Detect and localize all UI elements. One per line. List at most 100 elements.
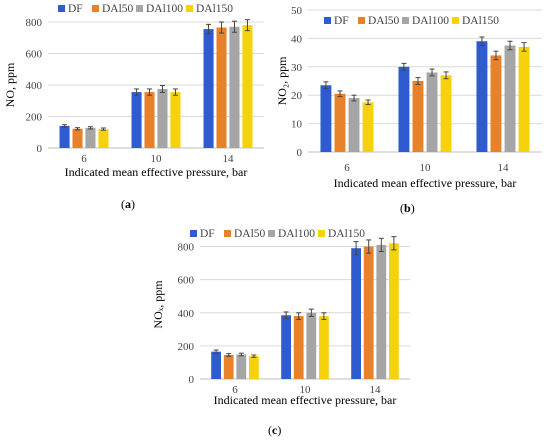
y-tick-label: 30 (291, 62, 303, 74)
y-tick-label: 600 (178, 275, 195, 287)
x-axis-label: Indicated mean effective pressure, bar (214, 393, 397, 407)
panel-label-c: (c) (268, 423, 282, 437)
bar-dal100 (376, 244, 387, 379)
bar-dal100 (236, 354, 247, 379)
legend-swatch-dal100 (268, 230, 275, 237)
bar-dal50 (223, 354, 234, 379)
bar-dal50 (334, 93, 346, 152)
bar-dal150 (389, 243, 399, 379)
legend-label: DAl150 (328, 228, 365, 240)
bar-dal150 (170, 92, 181, 148)
x-tick-label: 6 (81, 153, 87, 165)
legend-swatch-dal100 (402, 17, 409, 24)
panel-b: 0 10 20 30 40 50 6 10 14 DF DAl50 DAl100 DAl150 Indic… (278, 0, 550, 216)
x-tick-label: 6 (232, 384, 238, 396)
x-tick-label: 14 (498, 162, 510, 174)
bar-dal50 (363, 246, 374, 379)
bar-dal150 (319, 316, 329, 379)
bar-dal150 (249, 356, 259, 379)
bar-df (203, 29, 214, 148)
legend-swatch-dal150 (452, 17, 459, 24)
x-tick-label: 6 (344, 162, 350, 174)
bar-df (398, 66, 410, 152)
x-tick-label: 10 (151, 153, 163, 165)
bar-dal150 (518, 46, 530, 152)
y-tick-label: 800 (26, 17, 43, 29)
bar-dal50 (490, 55, 502, 152)
bar-dal50 (144, 92, 155, 148)
bar-dal100 (306, 312, 317, 379)
panel-label-b: (b) (400, 201, 415, 215)
y-tick-label: 400 (26, 80, 43, 92)
legend-swatch-df (190, 230, 197, 237)
bar-dal100 (157, 88, 168, 148)
x-axis-label: Indicated mean effective pressure, bar (65, 165, 248, 179)
bar-dal100 (504, 45, 516, 152)
x-tick-label: 14 (223, 153, 235, 165)
y-axis-label: NO₂, ppm (278, 56, 289, 106)
bar-dal150 (98, 129, 109, 148)
legend-label: DAl150 (196, 3, 233, 15)
y-tick-label: 40 (291, 33, 303, 45)
legend-swatch-dal150 (186, 5, 193, 12)
bar-df (59, 125, 70, 148)
legend-label: DAl150 (462, 15, 499, 27)
panel-label-a: (a) (121, 197, 135, 211)
y-tick-label: 600 (26, 49, 43, 61)
y-tick-label: 20 (291, 90, 303, 102)
legend-label: DAl100 (412, 15, 449, 27)
bar-dal100 (229, 26, 240, 149)
legend-label: DF (200, 228, 215, 240)
legend-swatch-dal50 (92, 5, 99, 12)
legend-swatch-dal150 (318, 230, 325, 237)
bar-dal150 (242, 25, 253, 148)
y-tick-label: 200 (178, 341, 195, 353)
legend-label: DAl50 (234, 228, 266, 240)
legend-label: DAl100 (278, 228, 315, 240)
x-tick-label: 10 (300, 384, 312, 396)
legend-swatch-dal50 (358, 17, 365, 24)
y-tick-label: 400 (178, 308, 195, 320)
x-tick-label: 14 (370, 384, 382, 396)
legend-swatch-df (58, 5, 65, 12)
bar-dal50 (72, 128, 83, 148)
legend-label: DAl50 (368, 15, 400, 27)
chart-b-plot: 0 10 20 30 40 50 6 10 14 DF DAl50 DAl100 DAl150 Indic… (278, 5, 542, 190)
bar-dal50 (293, 316, 304, 379)
legend-swatch-df (324, 17, 331, 24)
x-tick-label: 10 (420, 162, 432, 174)
y-tick-label: 10 (291, 119, 303, 131)
legend-label: DAl50 (102, 3, 134, 15)
chart-a-plot: 0 200 400 600 800 6 10 14 DF DAl50 DAl100 DAl150 Ind… (3, 3, 264, 179)
y-axis-label: NOₓ, ppm (151, 280, 165, 329)
bar-dal100 (426, 72, 438, 152)
bar-dal50 (412, 81, 424, 152)
bar-df (211, 351, 221, 379)
panel-c: 0 200 400 600 800 6 10 14 DF DAl50 DAl100 DAl150 Ind… (148, 222, 418, 441)
bar-dal100 (85, 127, 96, 148)
y-tick-label: 800 (178, 242, 195, 254)
legend-label: DAl100 (146, 3, 183, 15)
y-tick-label: 50 (291, 5, 303, 17)
y-tick-label: 200 (26, 112, 43, 124)
bar-dal150 (440, 75, 452, 152)
y-tick-label: 0 (37, 143, 43, 155)
y-tick-label: 0 (189, 374, 195, 386)
bar-dal50 (216, 27, 227, 149)
chart-c-plot: 0 200 400 600 800 6 10 14 DF DAl50 DAl100 DAl150 Ind… (151, 228, 410, 407)
bar-df (476, 41, 488, 152)
y-tick-label: 0 (297, 147, 303, 159)
legend-swatch-dal100 (136, 5, 143, 12)
bar-df (131, 92, 142, 148)
legend-label: DF (334, 15, 349, 27)
bar-df (351, 248, 361, 379)
bar-df (281, 315, 291, 379)
legend-label: DF (68, 3, 83, 15)
legend-swatch-dal50 (224, 230, 231, 237)
panel-a: 0 200 400 600 800 6 10 14 DF DAl50 DAl100 DAl150 Ind… (0, 0, 272, 216)
y-axis-label: NO, ppm (3, 62, 17, 107)
bar-dal150 (362, 102, 374, 152)
bar-dal100 (348, 98, 360, 152)
x-axis-label: Indicated mean effective pressure, bar (334, 176, 517, 190)
bar-df (320, 85, 332, 152)
